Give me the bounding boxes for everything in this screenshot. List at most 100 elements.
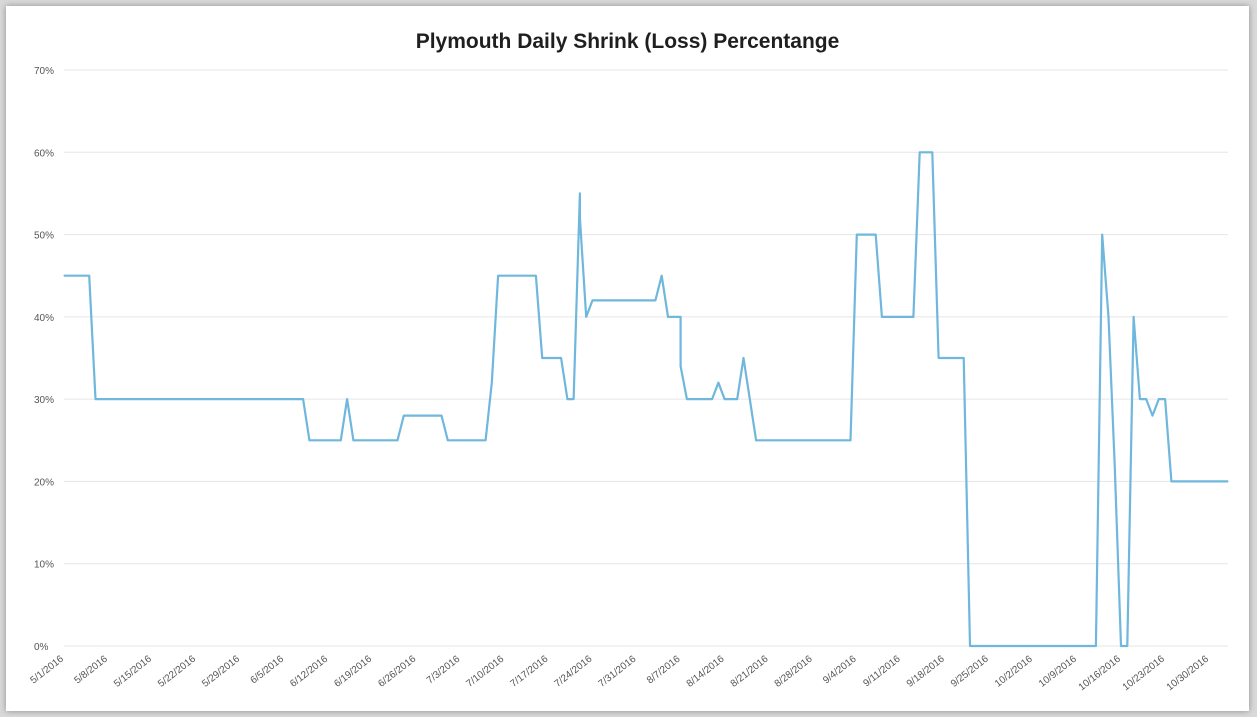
x-tick-label: 5/8/2016 — [72, 653, 110, 686]
data-point — [403, 415, 405, 417]
data-point — [346, 398, 348, 400]
x-tick-label: 7/31/2016 — [597, 653, 639, 689]
data-point — [1101, 234, 1103, 236]
data-point — [579, 192, 581, 194]
x-tick-label: 6/12/2016 — [288, 653, 330, 689]
data-point — [585, 316, 587, 318]
y-tick-label: 20% — [34, 477, 54, 488]
x-tick-label: 6/5/2016 — [249, 653, 287, 686]
data-point — [680, 365, 682, 367]
data-point — [598, 299, 600, 301]
data-point — [1107, 316, 1110, 318]
x-tick-label: 7/10/2016 — [464, 653, 506, 689]
data-point — [711, 398, 713, 400]
x-tick-label: 7/3/2016 — [425, 653, 463, 686]
data-point — [963, 357, 965, 359]
data-point — [1139, 398, 1141, 400]
data-point — [302, 398, 304, 400]
data-point — [912, 316, 915, 318]
data-point — [1114, 464, 1116, 466]
data-point — [88, 275, 90, 277]
chart-frame: Plymouth Daily Shrink (Loss) Percentange — [6, 6, 1249, 711]
data-point — [654, 299, 657, 301]
data-point — [749, 398, 751, 400]
x-tick-label: 9/11/2016 — [861, 653, 903, 689]
data-point — [491, 382, 493, 384]
data-point — [1164, 398, 1166, 400]
data-point — [447, 439, 449, 441]
data-point — [63, 275, 65, 277]
data-point — [541, 357, 543, 359]
data-point — [856, 234, 858, 236]
x-tick-label: 5/22/2016 — [156, 653, 198, 689]
y-tick-label: 10% — [34, 560, 54, 571]
y-tick-label: 70% — [34, 66, 54, 77]
data-point — [352, 439, 354, 441]
y-tick-label: 50% — [34, 231, 54, 242]
x-tick-label: 9/25/2016 — [949, 653, 991, 689]
y-tick-label: 60% — [34, 148, 54, 159]
x-tick-label: 8/21/2016 — [729, 653, 771, 689]
data-point — [1158, 398, 1160, 400]
data-point — [1120, 645, 1122, 647]
data-point — [755, 439, 757, 441]
data-point — [919, 151, 921, 153]
x-tick-label: 10/9/2016 — [1037, 653, 1079, 689]
data-point — [396, 439, 399, 441]
data-point — [94, 398, 97, 400]
data-point — [573, 398, 575, 400]
data-point — [485, 439, 487, 441]
x-tick-label: 7/17/2016 — [508, 653, 550, 689]
x-tick-label: 10/30/2016 — [1165, 653, 1212, 693]
data-point — [724, 398, 726, 400]
data-point — [875, 234, 877, 236]
data-point — [440, 415, 443, 417]
x-tick-label: 6/26/2016 — [376, 653, 418, 689]
y-tick-label: 40% — [34, 313, 54, 324]
data-point — [340, 439, 342, 441]
data-point — [535, 275, 537, 277]
data-point — [931, 151, 933, 153]
data-point — [579, 217, 581, 219]
x-tick-label: 6/19/2016 — [332, 653, 374, 689]
x-tick-label: 5/29/2016 — [200, 653, 242, 689]
data-point — [717, 382, 720, 384]
x-tick-label: 5/1/2016 — [28, 653, 66, 686]
y-tick-label: 0% — [34, 642, 49, 653]
data-point — [1095, 645, 1097, 647]
x-tick-label: 8/28/2016 — [773, 653, 815, 689]
x-tick-label: 9/18/2016 — [905, 653, 947, 689]
x-tick-label: 10/2/2016 — [993, 653, 1035, 689]
data-point — [736, 398, 738, 400]
data-point — [661, 275, 663, 277]
data-point — [1126, 645, 1128, 647]
x-tick-label: 5/15/2016 — [112, 653, 154, 689]
data-point — [1170, 480, 1172, 482]
data-point — [686, 398, 688, 400]
data-point — [969, 645, 971, 647]
data-point — [1133, 316, 1135, 318]
x-tick-label: 9/4/2016 — [821, 653, 859, 686]
x-tick-label: 10/23/2016 — [1121, 653, 1168, 693]
x-tick-label: 7/24/2016 — [553, 653, 595, 689]
data-point — [680, 316, 682, 318]
data-point — [308, 439, 310, 441]
data-point — [881, 316, 883, 318]
data-point — [566, 398, 569, 400]
x-tick-label: 10/16/2016 — [1077, 653, 1124, 693]
x-tick-label: 8/14/2016 — [685, 653, 727, 689]
data-point — [849, 439, 852, 441]
data-point — [560, 357, 562, 359]
y-tick-label: 30% — [34, 395, 54, 406]
series-line — [64, 151, 1228, 648]
data-point — [1227, 480, 1229, 482]
data-point — [742, 357, 745, 359]
x-tick-label: 8/7/2016 — [645, 653, 683, 686]
data-point — [591, 299, 594, 301]
data-point — [938, 357, 940, 359]
data-point — [667, 316, 669, 318]
data-point — [1151, 415, 1154, 417]
data-point — [1145, 398, 1147, 400]
data-point — [497, 275, 499, 277]
